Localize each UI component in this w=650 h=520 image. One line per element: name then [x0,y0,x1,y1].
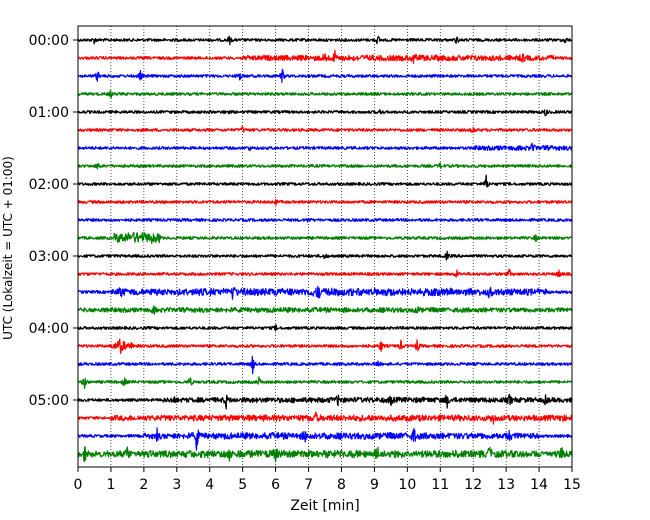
x-tick-label: 11 [431,477,449,493]
y-tick-label: 05:00 [29,393,69,409]
trace-0030 [77,68,573,83]
x-tick-label: 8 [337,477,346,493]
trace-0545 [77,446,573,463]
seismic-traces [77,35,573,463]
y-tick-label: 00:00 [29,33,69,49]
trace-0400 [77,324,573,332]
trace-0430 [77,355,573,375]
trace-0100 [77,109,573,117]
trace-0345 [77,305,573,315]
y-tick-label: 03:00 [29,249,69,265]
x-tick-label: 13 [497,477,515,493]
x-axis: 0 1 2 3 4 5 6 7 8 9 10 11 12 13 14 15 [74,467,581,493]
x-tick-label: 12 [464,477,482,493]
trace-0045 [77,90,573,99]
trace-0115 [77,126,573,134]
trace-0500 [77,393,573,410]
x-tick-label: 0 [74,477,83,493]
trace-0200 [77,174,573,188]
x-tick-label: 2 [139,477,148,493]
x-tick-label: 1 [106,477,115,493]
trace-0015 [77,49,573,64]
plot-frame [77,25,573,468]
trace-0245 [77,231,573,244]
y-tick-label: 04:00 [29,321,69,337]
trace-0130 [77,142,573,152]
y-axis-label: UTC (Lokalzeit = UTC + 01:00) [1,156,15,340]
x-tick-label: 6 [271,477,280,493]
trace-0230 [77,217,573,223]
trace-0530 [77,427,573,451]
trace-0315 [77,268,573,278]
y-tick-label: 02:00 [29,177,69,193]
y-axis: 00:00 01:00 02:00 03:00 04:00 05:00 [29,33,78,409]
trace-0415 [77,338,573,355]
trace-0000 [77,35,573,46]
trace-0300 [77,250,573,261]
trace-0215 [77,198,573,206]
trace-0330 [77,285,573,300]
x-tick-label: 3 [172,477,181,493]
x-tick-label: 5 [238,477,247,493]
x-tick-label: 15 [563,477,581,493]
x-tick-label: 7 [304,477,313,493]
trace-0145 [77,162,573,170]
trace-0445 [77,376,573,390]
x-tick-label: 4 [205,477,214,493]
y-tick-label: 01:00 [29,105,69,121]
x-tick-label: 9 [370,477,379,493]
x-tick-label: 10 [398,477,416,493]
x-tick-label: 14 [530,477,548,493]
trace-0515 [77,411,573,425]
x-axis-label: Zeit [min] [290,498,359,514]
